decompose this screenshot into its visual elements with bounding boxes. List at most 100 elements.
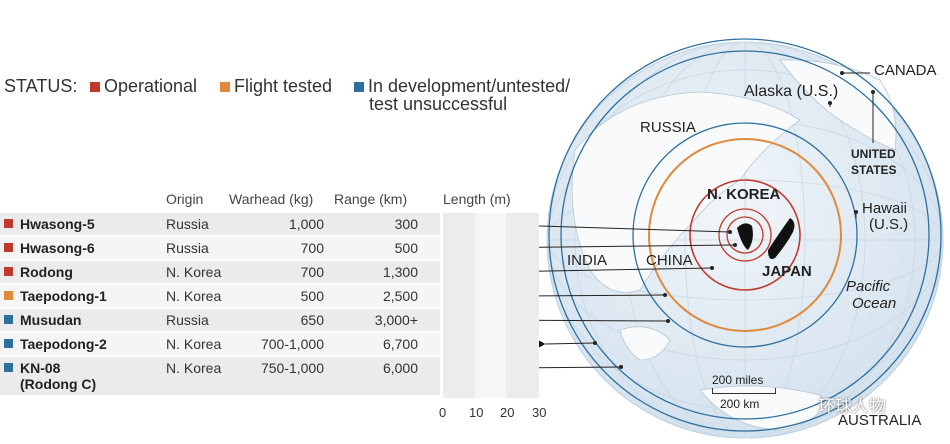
label-russia: RUSSIA [640, 119, 696, 136]
range-cell: 6,000 [382, 360, 418, 376]
legend-swatch-flight-tested [220, 82, 230, 93]
label-japan: JAPAN [762, 263, 812, 280]
legend-swatch-operational [90, 82, 100, 93]
length-tick-20: 20 [500, 405, 515, 420]
length-band-20-30 [506, 213, 539, 398]
range-pointer-dot [593, 341, 597, 345]
length-tick-0: 0 [439, 405, 447, 420]
origin-cell: N. Korea [166, 288, 222, 304]
ring-hwasong-5 [726, 216, 764, 254]
legend-development: In development/untested/ [354, 76, 570, 97]
scale-bar [712, 388, 776, 394]
ring-musudan [632, 122, 858, 348]
warhead-cell: 750-1,000 [260, 360, 324, 376]
ring-hwasong-6 [718, 208, 772, 262]
length-tick-30: 30 [532, 405, 547, 420]
missile-name: KN-08 [20, 360, 61, 376]
table-row [0, 357, 440, 395]
table-row [0, 285, 440, 307]
range-pointer-dot [728, 230, 732, 234]
range-pointer-line [545, 342, 596, 345]
missile-name: Taepodong-2 [20, 336, 107, 352]
range-cell: 500 [394, 240, 418, 256]
range-pointer-dot [710, 266, 714, 270]
range-pointer-dot [666, 319, 670, 323]
range-pointer-line [522, 294, 666, 297]
origin-cell: N. Korea [166, 360, 222, 376]
label-hawaii-2: (U.S.) [869, 216, 909, 233]
pointer-dots [828, 71, 875, 214]
status-swatch [4, 339, 13, 348]
label-china: CHINA [646, 252, 693, 269]
missile-name: Hwasong-6 [20, 240, 95, 256]
header-range: Range (km) [334, 191, 408, 207]
range-rings [548, 38, 942, 432]
label-hawaii: Hawaii [862, 200, 908, 217]
range-cell: 3,000+ [374, 312, 418, 328]
range-cell: 2,500 [382, 288, 418, 304]
range-pointer-dot [733, 243, 737, 247]
label-ocean: Ocean [852, 295, 897, 312]
status-swatch [4, 363, 13, 372]
length-band-0-10 [443, 213, 475, 398]
table-row [0, 261, 440, 283]
length-tick-10: 10 [469, 405, 484, 420]
legend-flight-tested: Flight tested [220, 76, 332, 97]
label-india: INDIA [567, 252, 608, 269]
legend-development-line2: test unsuccessful [369, 94, 508, 114]
warhead-cell: 500 [300, 288, 324, 304]
range-pointer-dot [663, 293, 667, 297]
header-length: Length (m) [443, 191, 511, 207]
range-cell: 6,700 [382, 336, 418, 352]
missile-name: Hwasong-5 [20, 216, 95, 232]
warhead-cell: 700 [300, 240, 324, 256]
status-swatch [4, 315, 13, 324]
origin-cell: Russia [166, 240, 209, 256]
header-warhead: Warhead (kg) [229, 191, 314, 207]
legend-title: STATUS: [4, 76, 78, 96]
watermark: 环球人物 [818, 397, 886, 417]
length-band-10-20 [475, 213, 506, 398]
status-swatch [4, 219, 13, 228]
label-united-states: UNITED [851, 147, 896, 161]
origin-cell: Russia [166, 216, 209, 232]
warhead-cell: 1,000 [288, 216, 324, 232]
status-swatch [4, 267, 13, 276]
label-united-states-2: STATES [851, 163, 897, 177]
range-pointer-dot [619, 365, 623, 369]
table-row [0, 213, 440, 235]
label-alaska: Alaska (U.S.) [744, 83, 839, 100]
scale-miles: 200 miles [712, 373, 764, 387]
japan-shape [768, 218, 795, 259]
legend-operational: Operational [90, 76, 197, 97]
korea-shape [737, 223, 753, 250]
missile-name-line2: (Rodong C) [20, 376, 97, 392]
label-canada: CANADA [874, 62, 937, 79]
table-row [0, 333, 440, 355]
table-row [0, 237, 440, 259]
range-cell: 1,300 [382, 264, 418, 280]
header-origin: Origin [166, 191, 204, 207]
ring-rodong [689, 179, 801, 291]
origin-cell: N. Korea [166, 336, 222, 352]
missile-name: Musudan [20, 312, 82, 328]
missile-name: Taepodong-1 [20, 288, 107, 304]
table-row [0, 309, 440, 331]
warhead-cell: 650 [300, 312, 324, 328]
label-australia: AUSTRALIA [838, 412, 922, 429]
label-nkorea: N. KOREA [707, 186, 781, 203]
status-swatch [4, 291, 13, 300]
ring-taepodong-1 [648, 138, 842, 332]
missile-name: Rodong [20, 264, 73, 280]
legend-swatch-development [354, 82, 364, 93]
warhead-cell: 700-1,000 [260, 336, 324, 352]
label-pacific: Pacific [846, 278, 891, 295]
scale-km: 200 km [720, 397, 760, 411]
ring-taepodong-2 [548, 38, 942, 432]
warhead-cell: 700 [300, 264, 324, 280]
origin-cell: Russia [166, 312, 209, 328]
status-swatch [4, 243, 13, 252]
range-cell: 300 [394, 216, 418, 232]
